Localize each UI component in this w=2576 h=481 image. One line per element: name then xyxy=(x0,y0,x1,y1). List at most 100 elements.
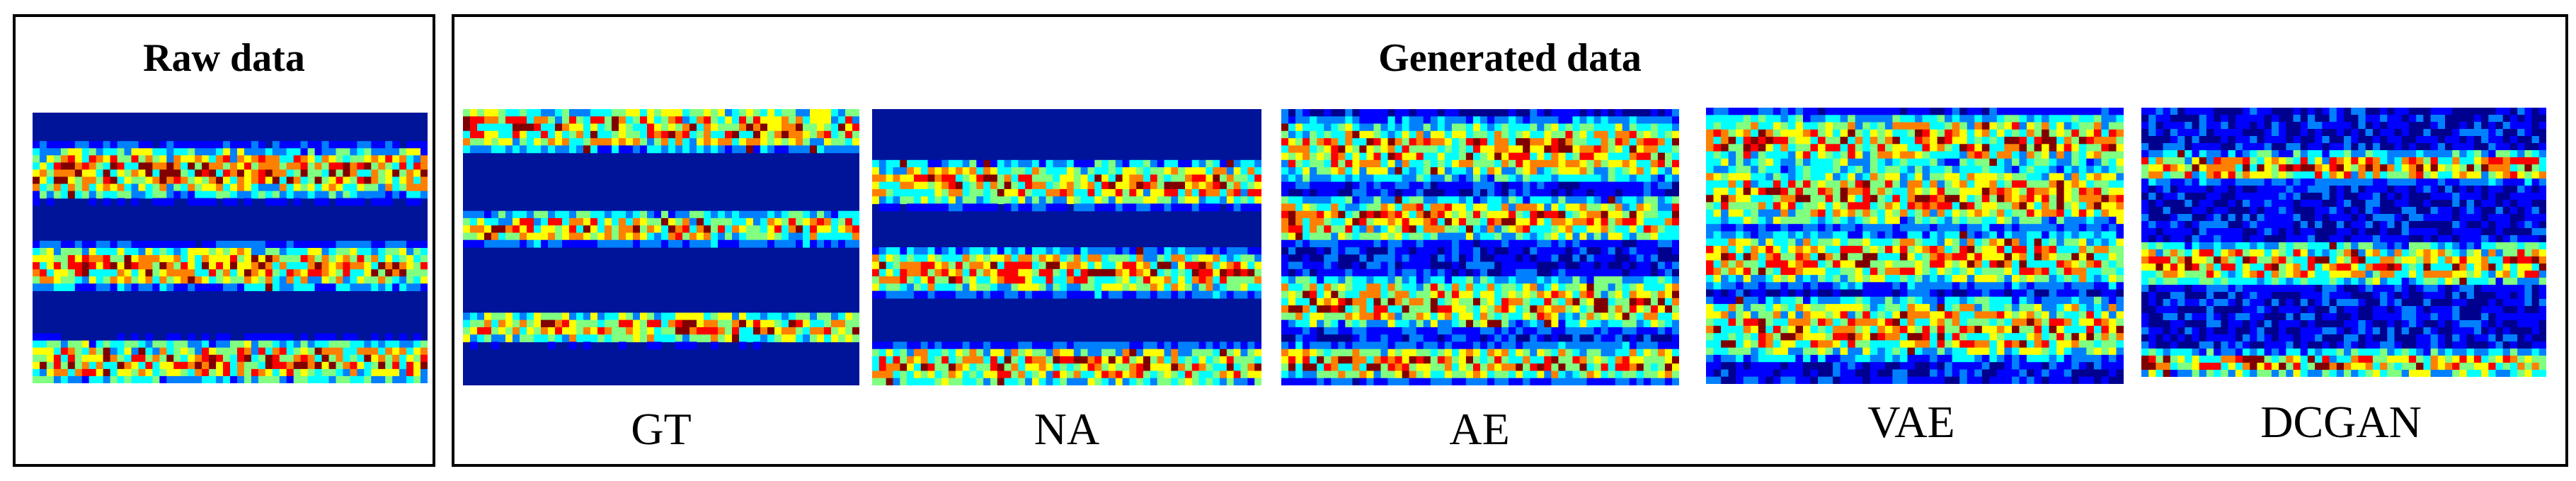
heatmap-cell xyxy=(1295,116,1303,125)
heatmap-cell xyxy=(893,370,900,379)
heatmap-cell xyxy=(1101,268,1109,277)
heatmap-cell xyxy=(216,368,224,377)
heatmap-cell xyxy=(569,138,577,146)
heatmap-cell xyxy=(1060,276,1067,284)
heatmap-cell xyxy=(53,361,62,370)
heatmap-cell xyxy=(1157,196,1165,205)
heatmap-cell xyxy=(392,169,400,178)
heatmap-cell xyxy=(1213,261,1220,270)
heatmap-cell xyxy=(1565,145,1573,154)
heatmap-cell xyxy=(682,312,690,321)
heatmap-cell xyxy=(1004,167,1012,175)
heatmap-cell xyxy=(803,138,811,146)
heatmap-cell xyxy=(893,349,900,357)
heatmap-cell xyxy=(40,148,47,156)
heatmap-cell xyxy=(1629,109,1637,117)
heatmap-cell xyxy=(300,262,309,270)
heatmap-cell xyxy=(1494,312,1502,321)
heatmap-cell xyxy=(1345,268,1353,277)
raw-data-title: Raw data xyxy=(143,36,305,80)
heatmap-cell xyxy=(1501,210,1509,219)
heatmap-cell xyxy=(1487,167,1495,175)
heatmap-cell xyxy=(810,327,818,335)
heatmap-cell xyxy=(1402,174,1410,183)
heatmap-cell xyxy=(491,217,499,226)
heatmap-cell xyxy=(216,361,224,370)
heatmap-cell xyxy=(907,196,915,205)
heatmap-cell xyxy=(1198,363,1206,372)
heatmap-cell xyxy=(1288,327,1296,335)
heatmap-cell xyxy=(1437,116,1446,125)
heatmap-cell xyxy=(1537,232,1545,241)
heatmap-cell xyxy=(1198,290,1206,299)
heatmap-cell xyxy=(166,141,174,149)
heatmap-cell xyxy=(1601,225,1609,234)
heatmap-cell xyxy=(60,183,69,192)
heatmap-cell xyxy=(1509,276,1516,284)
generated-data-title: Generated data xyxy=(1378,36,1642,80)
heatmap-cell xyxy=(406,283,414,291)
heatmap-cell xyxy=(1480,145,1488,154)
heatmap-cell xyxy=(955,203,963,212)
heatmap-cell xyxy=(1136,363,1144,372)
heatmap-cell xyxy=(477,210,485,219)
heatmap-cell xyxy=(74,361,83,370)
heatmap-cell xyxy=(286,375,294,383)
heatmap-cell xyxy=(1444,217,1453,226)
heatmap-cell xyxy=(675,232,683,241)
heatmap-cell xyxy=(1551,334,1559,343)
heatmap-cell xyxy=(96,248,104,256)
heatmap-cell xyxy=(913,283,922,292)
heatmap-cell xyxy=(852,123,859,132)
heatmap-cell xyxy=(605,109,612,117)
heatmap-cell xyxy=(1025,290,1033,299)
heatmap-cell xyxy=(1115,363,1123,372)
heatmap-cell xyxy=(1579,159,1588,168)
heatmap-cell xyxy=(548,319,556,328)
heatmap-cell xyxy=(124,375,132,383)
heatmap-cell xyxy=(1516,152,1523,161)
heatmap-cell xyxy=(1178,167,1186,175)
heatmap-cell xyxy=(413,262,421,270)
heatmap-cell xyxy=(1458,312,1467,321)
heatmap-cell xyxy=(265,169,273,178)
heatmap-cell xyxy=(1586,268,1595,277)
heatmap-cell xyxy=(131,347,139,356)
heatmap-cell xyxy=(1473,138,1481,146)
heatmap-cell xyxy=(1004,268,1012,277)
heatmap-cell xyxy=(1593,123,1602,132)
heatmap-cell xyxy=(1458,232,1467,241)
heatmap-cell xyxy=(803,327,811,335)
heatmap-cell xyxy=(1530,152,1538,161)
heatmap-cell xyxy=(886,370,893,379)
heatmap-cell xyxy=(1150,188,1158,197)
heatmap-cell xyxy=(962,290,971,299)
heatmap-cell xyxy=(251,269,259,277)
heatmap-cell xyxy=(378,176,386,185)
heatmap-cell xyxy=(1387,109,1396,117)
heatmap-cell xyxy=(955,341,963,350)
heatmap-cell xyxy=(831,225,839,234)
heatmap-cell xyxy=(67,262,76,270)
heatmap-cell xyxy=(782,109,789,117)
heatmap-cell xyxy=(103,176,111,185)
heatmap-cell xyxy=(668,217,676,226)
heatmap-cell xyxy=(962,159,971,168)
heatmap-cell xyxy=(385,148,393,156)
heatmap-cell xyxy=(1226,254,1235,263)
heatmap-cell xyxy=(817,225,825,234)
heatmap-cell xyxy=(845,312,853,321)
heatmap-cell xyxy=(1516,225,1523,234)
heatmap-cell xyxy=(1380,159,1389,168)
heatmap-cell xyxy=(1480,305,1488,313)
heatmap-cell xyxy=(1579,210,1588,219)
heatmap-cell xyxy=(1080,167,1088,175)
heatmap-cell xyxy=(725,138,733,146)
heatmap-cell xyxy=(1622,174,1630,183)
heatmap-cell xyxy=(1191,188,1200,197)
heatmap-cell xyxy=(976,188,984,197)
heatmap-cell xyxy=(619,145,626,154)
heatmap-cell xyxy=(216,240,224,249)
heatmap-cell xyxy=(1067,167,1075,175)
heatmap-cell xyxy=(321,169,330,178)
